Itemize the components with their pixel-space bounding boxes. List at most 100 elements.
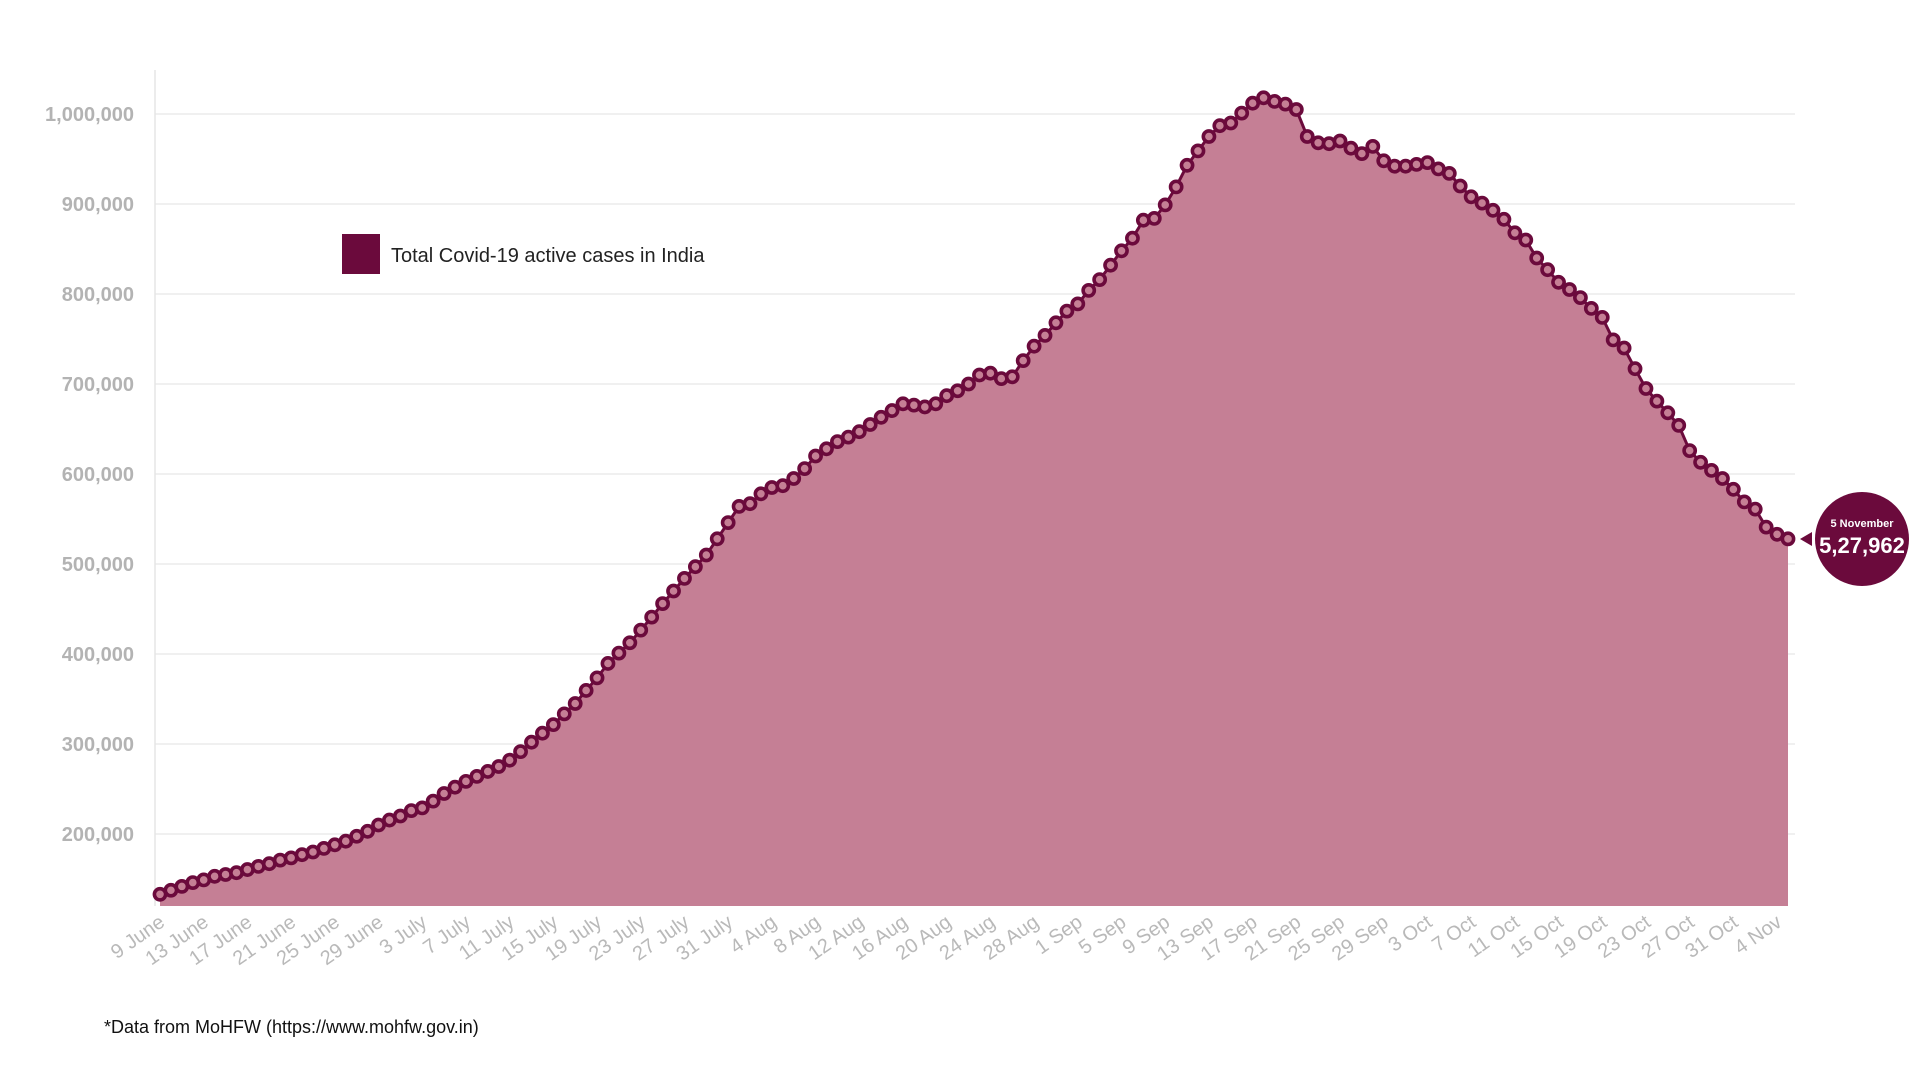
- y-tick-label: 200,000: [62, 824, 134, 846]
- data-point: [677, 571, 692, 586]
- data-point: [1354, 146, 1370, 161]
- data-point: [851, 424, 867, 440]
- data-point: [1299, 129, 1315, 144]
- data-point: [1059, 303, 1075, 319]
- data-point: [556, 706, 572, 722]
- data-point: [447, 779, 463, 795]
- data-point: [1441, 165, 1457, 181]
- data-point: [1146, 210, 1162, 226]
- legend-swatch: [342, 234, 380, 274]
- data-point: [1037, 327, 1053, 343]
- data-point: [1114, 243, 1129, 259]
- data-point: [1288, 102, 1304, 117]
- data-point: [1420, 155, 1435, 170]
- legend-label: Total Covid-19 active cases in India: [391, 245, 705, 267]
- data-point: [1671, 417, 1687, 433]
- data-point: [1605, 332, 1621, 348]
- callout-circle: [1815, 492, 1909, 586]
- callout-pointer: [1800, 532, 1812, 546]
- data-point: [1234, 105, 1250, 121]
- y-tick-label: 600,000: [62, 464, 134, 486]
- data-point: [622, 635, 638, 651]
- y-tick-label: 900,000: [62, 194, 134, 216]
- data-point: [1736, 494, 1752, 510]
- data-point: [1682, 443, 1698, 458]
- data-point: [1638, 381, 1654, 396]
- x-tick-label: 4 Aug: [726, 911, 781, 958]
- callout-value: 5,27,962: [1819, 533, 1905, 558]
- data-point: [1157, 197, 1173, 213]
- data-point: [1649, 393, 1665, 409]
- data-point: [1616, 340, 1632, 356]
- data-point: [436, 786, 452, 801]
- data-point: [633, 622, 649, 638]
- data-point: [1496, 211, 1512, 227]
- data-point: [742, 496, 758, 512]
- data-point: [1168, 179, 1184, 195]
- data-point: [1485, 202, 1501, 218]
- data-point: [786, 471, 802, 486]
- data-point: [698, 547, 714, 563]
- data-point: [655, 596, 671, 611]
- y-tick-label: 700,000: [62, 374, 134, 396]
- data-point: [862, 417, 878, 432]
- data-point: [1704, 462, 1719, 478]
- data-point: [1245, 95, 1261, 111]
- data-point: [1551, 274, 1566, 290]
- data-point: [535, 725, 550, 741]
- x-tick-label: 1 Sep: [1031, 911, 1086, 959]
- data-point: [1529, 250, 1545, 266]
- data-point: [524, 734, 539, 750]
- data-point: [1507, 225, 1523, 241]
- data-point: [513, 744, 528, 760]
- data-point: [1015, 353, 1031, 368]
- data-point: [961, 376, 976, 392]
- y-tick-label: 300,000: [62, 734, 134, 756]
- data-point: [1179, 157, 1195, 173]
- data-point: [567, 696, 583, 711]
- x-tick-label: 3 Oct: [1385, 911, 1437, 957]
- y-tick-label: 400,000: [62, 644, 134, 666]
- data-point: [1343, 140, 1359, 156]
- y-tick-label: 500,000: [62, 554, 134, 576]
- data-point: [720, 515, 736, 530]
- data-point: [1573, 290, 1588, 305]
- data-point: [709, 531, 725, 547]
- data-point: [666, 583, 681, 599]
- data-point: [1332, 133, 1348, 149]
- data-point: [1715, 471, 1730, 486]
- x-tick-label: 5 Sep: [1075, 911, 1130, 959]
- data-point: [1092, 272, 1108, 287]
- data-point: [1048, 315, 1064, 331]
- data-point: [425, 793, 441, 809]
- data-point: [753, 486, 769, 502]
- data-point: [982, 365, 998, 381]
- data-point: [414, 800, 430, 816]
- data-point: [1583, 300, 1599, 316]
- data-point: [545, 717, 561, 733]
- data-point: [819, 441, 834, 457]
- data-point: [1277, 96, 1293, 112]
- data-point: [644, 609, 660, 625]
- data-point: [1518, 232, 1534, 248]
- data-point: [1070, 296, 1086, 312]
- data-point: [600, 656, 616, 671]
- data-point: [1103, 257, 1118, 273]
- data-point: [1758, 519, 1774, 535]
- data-point: [1201, 129, 1217, 144]
- data-point: [928, 396, 944, 412]
- data-point: [687, 559, 703, 575]
- data-point: [797, 461, 813, 476]
- data-point: [1474, 195, 1490, 211]
- data-point: [950, 383, 966, 399]
- data-point: [1223, 115, 1239, 131]
- data-point: [1725, 481, 1741, 497]
- data-point: [808, 448, 823, 464]
- y-tick-label: 1,000,000: [45, 104, 134, 126]
- data-point: [1660, 405, 1676, 421]
- data-point: [1693, 454, 1708, 470]
- data-source-note: *Data from MoHFW (https://www.mohfw.gov.…: [104, 1017, 479, 1037]
- data-point: [502, 752, 518, 768]
- data-point: [1081, 282, 1097, 298]
